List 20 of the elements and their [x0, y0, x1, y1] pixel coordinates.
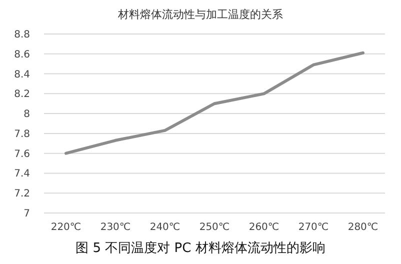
- caption: 图 5 不同温度对 PC 材料熔体流动性的影响: [76, 240, 326, 256]
- y-tick-label: 7.2: [14, 188, 30, 200]
- x-tick-label: 230℃: [100, 222, 131, 233]
- y-tick-label: 8: [24, 109, 30, 120]
- x-tick-label: 240℃: [150, 222, 180, 233]
- x-tick-label: 270℃: [298, 222, 329, 233]
- y-tick-label: 8.6: [14, 49, 30, 60]
- y-tick-label: 8.4: [14, 69, 30, 80]
- y-tick-label: 7.4: [14, 168, 30, 180]
- y-tick-label: 8.2: [14, 89, 30, 100]
- x-tick-label: 220℃: [50, 222, 82, 233]
- x-tick-label: 280℃: [348, 222, 378, 233]
- line-series: [64, 51, 364, 155]
- y-tick-label: 8.8: [14, 30, 30, 40]
- x-tick-label: 250℃: [199, 222, 230, 233]
- y-tick-label: 7: [24, 208, 30, 220]
- chart-title: 材料熔体流动性与加工温度的关系: [117, 8, 283, 21]
- y-tick-label: 7.8: [14, 128, 30, 140]
- x-tick-label: 260℃: [248, 222, 280, 233]
- y-tick-label: 7.6: [14, 148, 30, 160]
